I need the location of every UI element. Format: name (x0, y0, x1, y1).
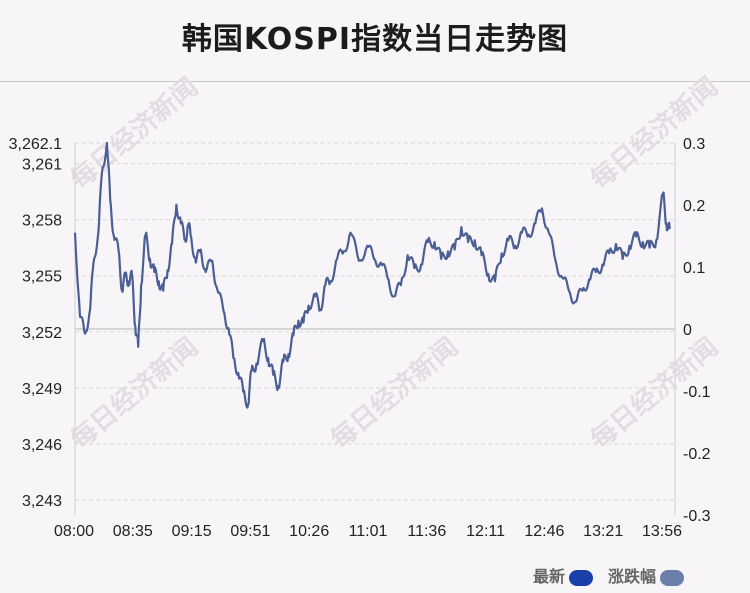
y-axis-left: 3,262.1 3,261 3,258 3,255 3,252 3,249 3,246 3,2… (9, 136, 62, 510)
y-tick-label-right: 0.2 (683, 198, 705, 215)
y-tick-label-left: 3,252 (22, 325, 62, 342)
y-tick-label-left: 3,255 (22, 269, 62, 286)
series-line (73, 141, 671, 409)
x-tick-label: 13:21 (583, 523, 623, 540)
y-tick-label-left: 3,258 (22, 213, 62, 230)
x-tick-label: 12:11 (466, 523, 505, 540)
legend-label: 涨跌幅 (608, 567, 657, 586)
legend-swatch (660, 569, 685, 586)
x-axis: 08:00 08:35 09:15 09:51 10:26 11:01 11:36 12:11… (54, 523, 682, 540)
legend-item-latest[interactable]: 最新 (533, 563, 594, 587)
watermark-text: 每日经济新闻 (65, 331, 204, 455)
x-tick-label: 10:26 (289, 523, 329, 540)
x-tick-label: 08:35 (113, 523, 153, 540)
x-tick-label: 11:36 (407, 523, 446, 540)
y-tick-label-right: 0 (683, 322, 692, 339)
y-tick-label-left: 3,243 (22, 493, 62, 510)
x-tick-label: 08:00 (54, 523, 94, 540)
y-tick-label-left: 3,246 (22, 437, 62, 454)
y-tick-label-right: -0.3 (683, 508, 711, 525)
x-tick-label: 09:51 (230, 523, 270, 540)
y-tick-label-right: -0.2 (683, 446, 711, 463)
y-tick-label-left: 3,262.1 (9, 136, 62, 153)
x-tick-label: 11:01 (349, 523, 388, 540)
legend-swatch (569, 569, 594, 586)
title-divider (0, 81, 750, 82)
y-tick-label-left: 3,261 (22, 157, 62, 174)
watermark-text: 每日经济新闻 (65, 71, 204, 195)
y-axis-right: 0.3 0.2 0.1 0 -0.1 -0.2 -0.3 (683, 136, 711, 525)
watermark-text: 每日经济新闻 (585, 71, 724, 195)
grid-lines (74, 142, 676, 515)
legend-label: 最新 (533, 567, 566, 586)
legend-item-change[interactable]: 涨跌幅 (608, 563, 685, 587)
x-tick-label: 09:15 (172, 523, 212, 540)
x-tick-label: 12:46 (524, 523, 564, 540)
y-tick-label-right: -0.1 (683, 384, 711, 401)
chart-title: 韩国KOSPI指数当日走势图 (181, 22, 569, 57)
y-tick-label-left: 3,249 (22, 381, 62, 398)
y-tick-label-right: 0.1 (683, 260, 705, 277)
y-tick-label-right: 0.3 (683, 136, 705, 153)
watermark-text: 每日经济新闻 (325, 331, 464, 455)
x-tick-label: 13:56 (642, 523, 682, 540)
